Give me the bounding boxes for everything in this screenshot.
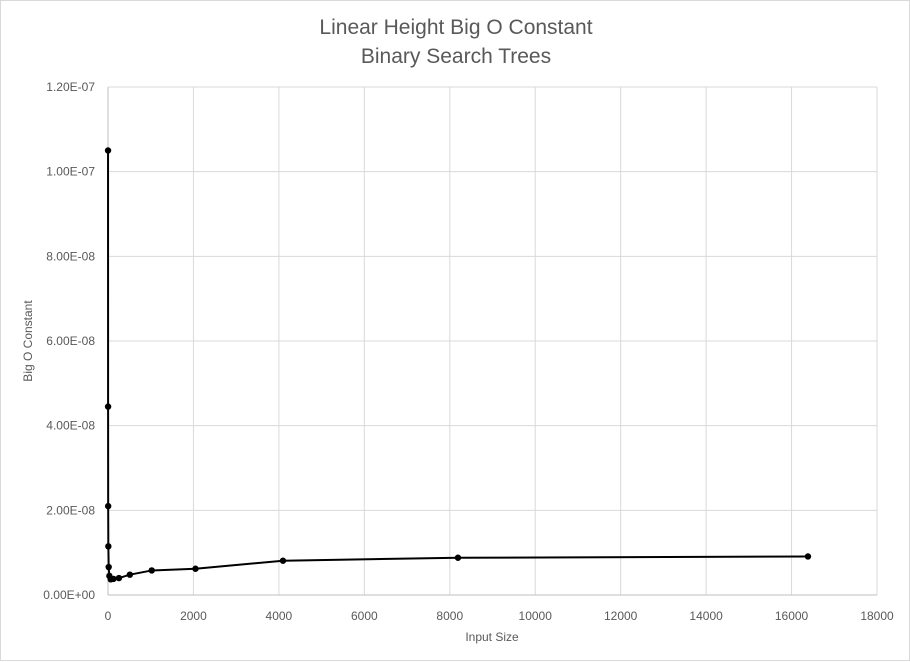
y-tick-label: 0.00E+00 bbox=[43, 588, 95, 602]
data-point bbox=[104, 147, 112, 154]
data-point bbox=[105, 543, 112, 550]
y-tick-label: 6.00E-08 bbox=[46, 334, 95, 348]
data-point bbox=[192, 565, 199, 572]
x-tick-label: 16000 bbox=[775, 609, 809, 623]
x-tick-label: 12000 bbox=[604, 609, 638, 623]
chart-title-line-2: Binary Search Trees bbox=[361, 45, 551, 68]
data-point bbox=[148, 567, 155, 574]
y-tick-label: 2.00E-08 bbox=[46, 503, 95, 517]
data-point bbox=[279, 557, 287, 564]
chart-title-line-1: Linear Height Big O Constant bbox=[319, 16, 592, 39]
data-point bbox=[105, 563, 112, 571]
x-tick-label: 2000 bbox=[180, 609, 207, 623]
data-point bbox=[104, 403, 112, 410]
y-axis-title: Big O Constant bbox=[21, 300, 35, 382]
y-tick-label: 1.00E-07 bbox=[46, 165, 95, 179]
data-point bbox=[804, 553, 812, 560]
x-tick-label: 18000 bbox=[860, 609, 894, 623]
data-point bbox=[104, 502, 112, 510]
series-line bbox=[107, 150, 808, 581]
data-point bbox=[110, 575, 117, 583]
y-tick-label: 8.00E-08 bbox=[46, 249, 95, 263]
x-tick-label: 14000 bbox=[689, 609, 723, 623]
gridlines bbox=[108, 86, 878, 595]
x-tick-label: 10000 bbox=[519, 609, 553, 623]
data-series bbox=[104, 147, 812, 583]
x-tick-label: 8000 bbox=[436, 609, 463, 623]
data-point bbox=[454, 554, 462, 561]
x-tick-labels: 0 2000 4000 6000 8000 10000 12000 14000 16000 180… bbox=[105, 609, 894, 623]
data-point bbox=[115, 574, 123, 582]
y-tick-label: 4.00E-08 bbox=[46, 419, 95, 433]
y-tick-labels: 0.00E+00 2.00E-08 4.00E-08 6.00E-08 8.00E-08… bbox=[43, 80, 95, 602]
data-point bbox=[126, 571, 134, 578]
x-tick-label: 4000 bbox=[266, 609, 293, 623]
x-tick-label: 6000 bbox=[351, 609, 378, 623]
y-tick-label: 1.20E-07 bbox=[46, 80, 95, 94]
x-tick-label: 0 bbox=[105, 609, 112, 623]
x-axis-title: Input Size bbox=[465, 630, 519, 644]
